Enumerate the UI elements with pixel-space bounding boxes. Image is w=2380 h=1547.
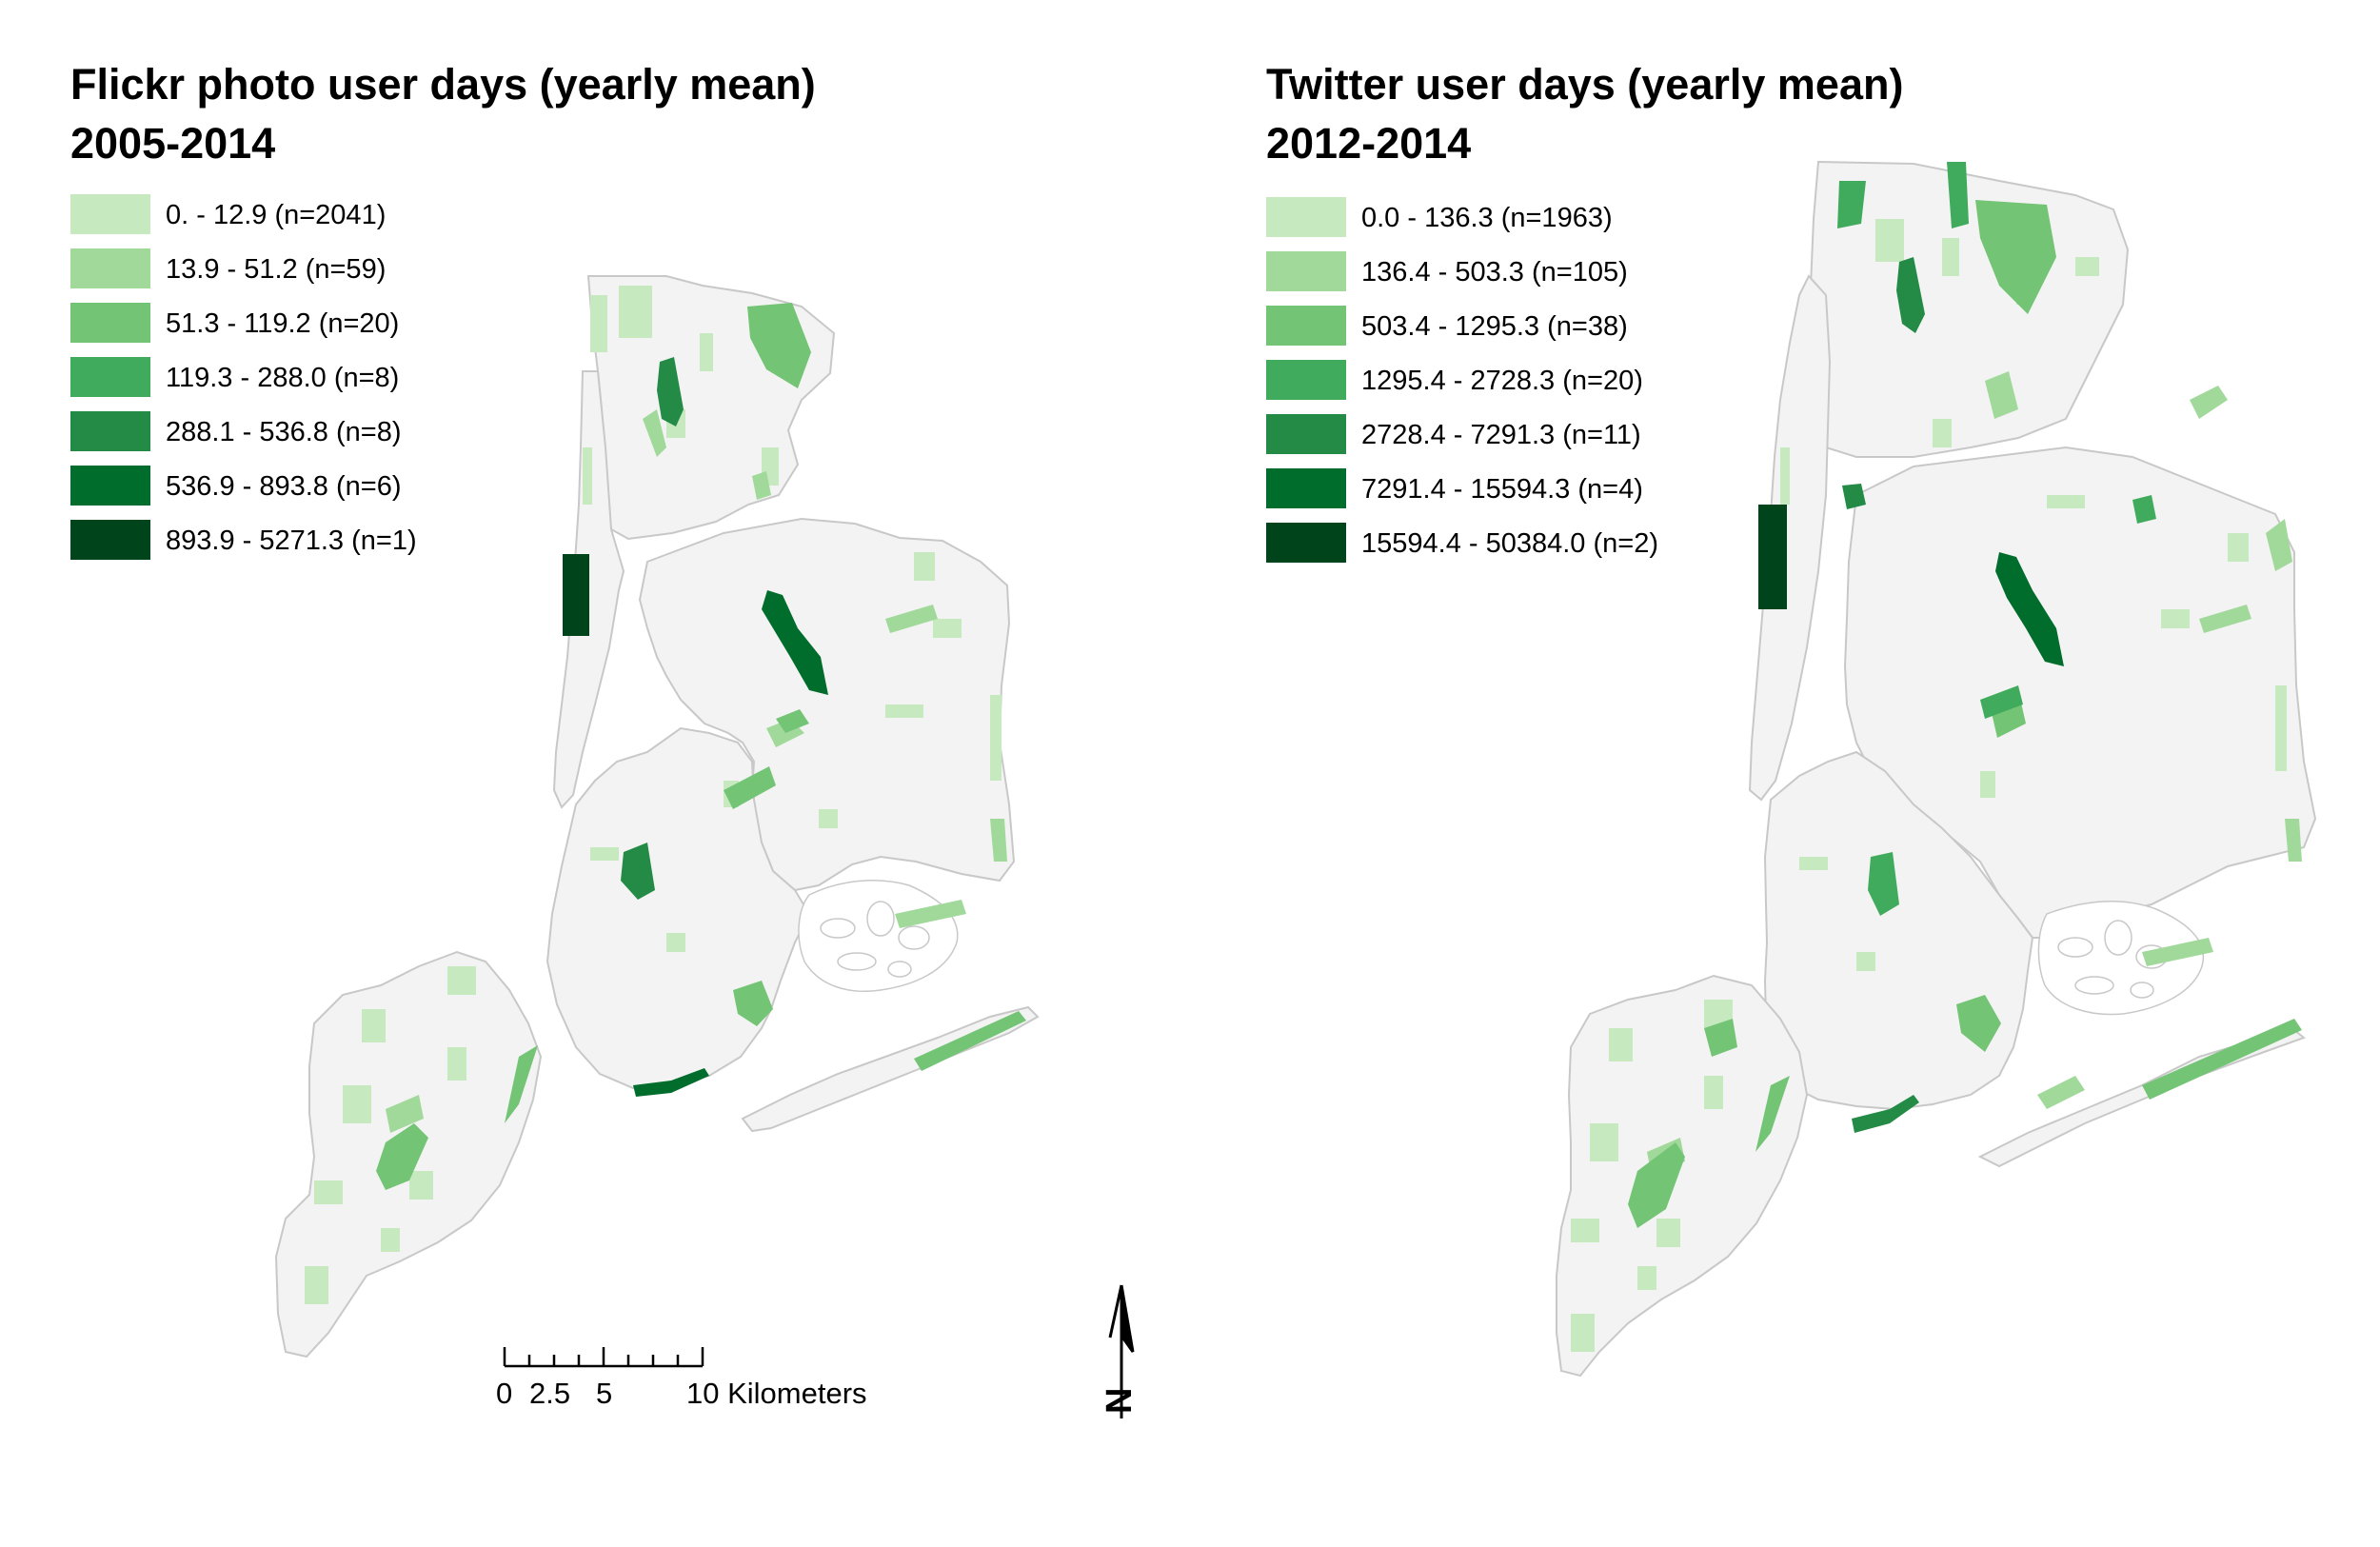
coney-island-beach xyxy=(1852,1095,1919,1133)
rockaway-beach-park xyxy=(2142,1019,2302,1100)
coney-island-beach xyxy=(633,1068,709,1097)
scale-tick-2-5: 2.5 xyxy=(529,1377,571,1410)
staten-island-shore-park xyxy=(1755,1076,1790,1152)
legend-label: 1295.4 - 2728.3 (n=20) xyxy=(1361,366,1643,396)
rockaway-beach-park xyxy=(914,1011,1026,1071)
legend-swatch xyxy=(1266,414,1346,454)
marine-park xyxy=(1956,995,2001,1052)
legend-label: 51.3 - 119.2 (n=20) xyxy=(166,308,400,339)
parks-highest xyxy=(563,554,589,636)
flickr-map-title: Flickr photo user days (yearly mean) 200… xyxy=(70,55,816,173)
legend-label: 536.9 - 893.8 (n=6) xyxy=(166,471,402,502)
staten-island-greenbelt xyxy=(376,1123,428,1190)
legend-label: 7291.4 - 15594.3 (n=4) xyxy=(1361,474,1643,505)
legend-label: 503.4 - 1295.3 (n=38) xyxy=(1361,311,1628,342)
legend-label: 136.4 - 503.3 (n=105) xyxy=(1361,257,1628,288)
flickr-title-line2: 2005-2014 xyxy=(70,119,276,168)
pelham-bay-park xyxy=(1975,200,2056,314)
greenbelt-north xyxy=(1704,1019,1737,1057)
legend-swatch xyxy=(70,248,150,288)
parks-mid xyxy=(376,303,1026,1190)
cemetery-queens xyxy=(724,766,776,809)
pelham-bay-park xyxy=(747,303,811,388)
randalls-island xyxy=(1842,484,1866,509)
central-park xyxy=(1758,505,1787,609)
legend-label: 0.0 - 136.3 (n=1963) xyxy=(1361,203,1613,233)
legend-swatch xyxy=(1266,251,1346,291)
van-cortlandt-park xyxy=(1896,257,1925,333)
legend-swatch xyxy=(70,194,150,234)
north-arrow-icon: N xyxy=(1102,1284,1140,1418)
legend-swatch xyxy=(70,357,150,397)
staten-island-borough xyxy=(1556,974,1809,1378)
scale-tick-10-kilometers: 10 Kilometers xyxy=(686,1377,867,1410)
parks-highest xyxy=(1758,505,1787,609)
prospect-park xyxy=(621,843,655,900)
jamaica-bay-islands xyxy=(2037,901,2205,1016)
legend-swatch xyxy=(1266,306,1346,346)
legend-swatch xyxy=(1266,523,1346,563)
kissena-park xyxy=(2132,495,2156,524)
legend-swatch xyxy=(1266,197,1346,237)
legend-label: 0. - 12.9 (n=2041) xyxy=(166,200,387,230)
legend-label: 13.9 - 51.2 (n=59) xyxy=(166,254,387,285)
marine-park xyxy=(733,981,773,1026)
legend-swatch xyxy=(70,520,150,560)
forest-park xyxy=(1980,685,2023,719)
flickr-title-line1: Flickr photo user days (yearly mean) xyxy=(70,60,816,109)
legend-label: 893.9 - 5271.3 (n=1) xyxy=(166,526,417,556)
legend-label: 119.3 - 288.0 (n=8) xyxy=(166,363,400,393)
bronx-riverside xyxy=(1837,181,1866,228)
staten-island-shore-park xyxy=(505,1045,538,1123)
scale-tick-0: 0 xyxy=(496,1377,513,1410)
legend-label: 288.1 - 536.8 (n=8) xyxy=(166,417,402,447)
staten-island-greenbelt xyxy=(1628,1142,1685,1228)
parks-mid xyxy=(1628,200,2302,1228)
parks-high xyxy=(621,357,684,900)
flickr-nyc-map xyxy=(274,275,1040,1359)
twitter-title-line2: 2012-2014 xyxy=(1266,119,1472,168)
scale-bar xyxy=(503,1347,704,1368)
legend-swatch xyxy=(1266,468,1346,508)
van-cortlandt-park xyxy=(657,357,684,426)
flushing-meadows-park-area xyxy=(776,709,809,733)
legend-swatch xyxy=(70,411,150,451)
scale-tick-5: 5 xyxy=(596,1377,613,1410)
manhattan-borough xyxy=(1748,274,1832,802)
legend-swatch xyxy=(70,303,150,343)
parks-very-high xyxy=(633,590,828,1097)
north-label: N xyxy=(1102,1388,1140,1414)
legend-swatch xyxy=(1266,360,1346,400)
parks-light xyxy=(305,286,1002,1304)
bronx-park xyxy=(1947,162,1969,228)
flushing-meadows-corona-park xyxy=(1995,552,2064,666)
flushing-meadows-corona-park xyxy=(762,590,828,695)
parks-high xyxy=(1842,257,1925,1133)
twitter-nyc-map xyxy=(1556,160,2317,1378)
jamaica-bay-islands xyxy=(798,880,959,992)
legend-label: 15594.4 - 50384.0 (n=2) xyxy=(1361,528,1658,559)
parks-very-high xyxy=(1995,552,2064,666)
twitter-title-line1: Twitter user days (yearly mean) xyxy=(1266,60,1904,109)
legend-swatch xyxy=(70,466,150,506)
flickr-map-panel: Flickr photo user days (yearly mean) 200… xyxy=(70,55,1140,1418)
twitter-map-panel: Twitter user days (yearly mean) 2012-201… xyxy=(1190,0,2380,1547)
prospect-park-twitter xyxy=(1868,852,1899,916)
twitter-map-title: Twitter user days (yearly mean) 2012-201… xyxy=(1266,55,1903,173)
parks-mid-high xyxy=(1837,162,2156,916)
legend-label: 2728.4 - 7291.3 (n=11) xyxy=(1361,420,1641,450)
central-park xyxy=(563,554,589,636)
